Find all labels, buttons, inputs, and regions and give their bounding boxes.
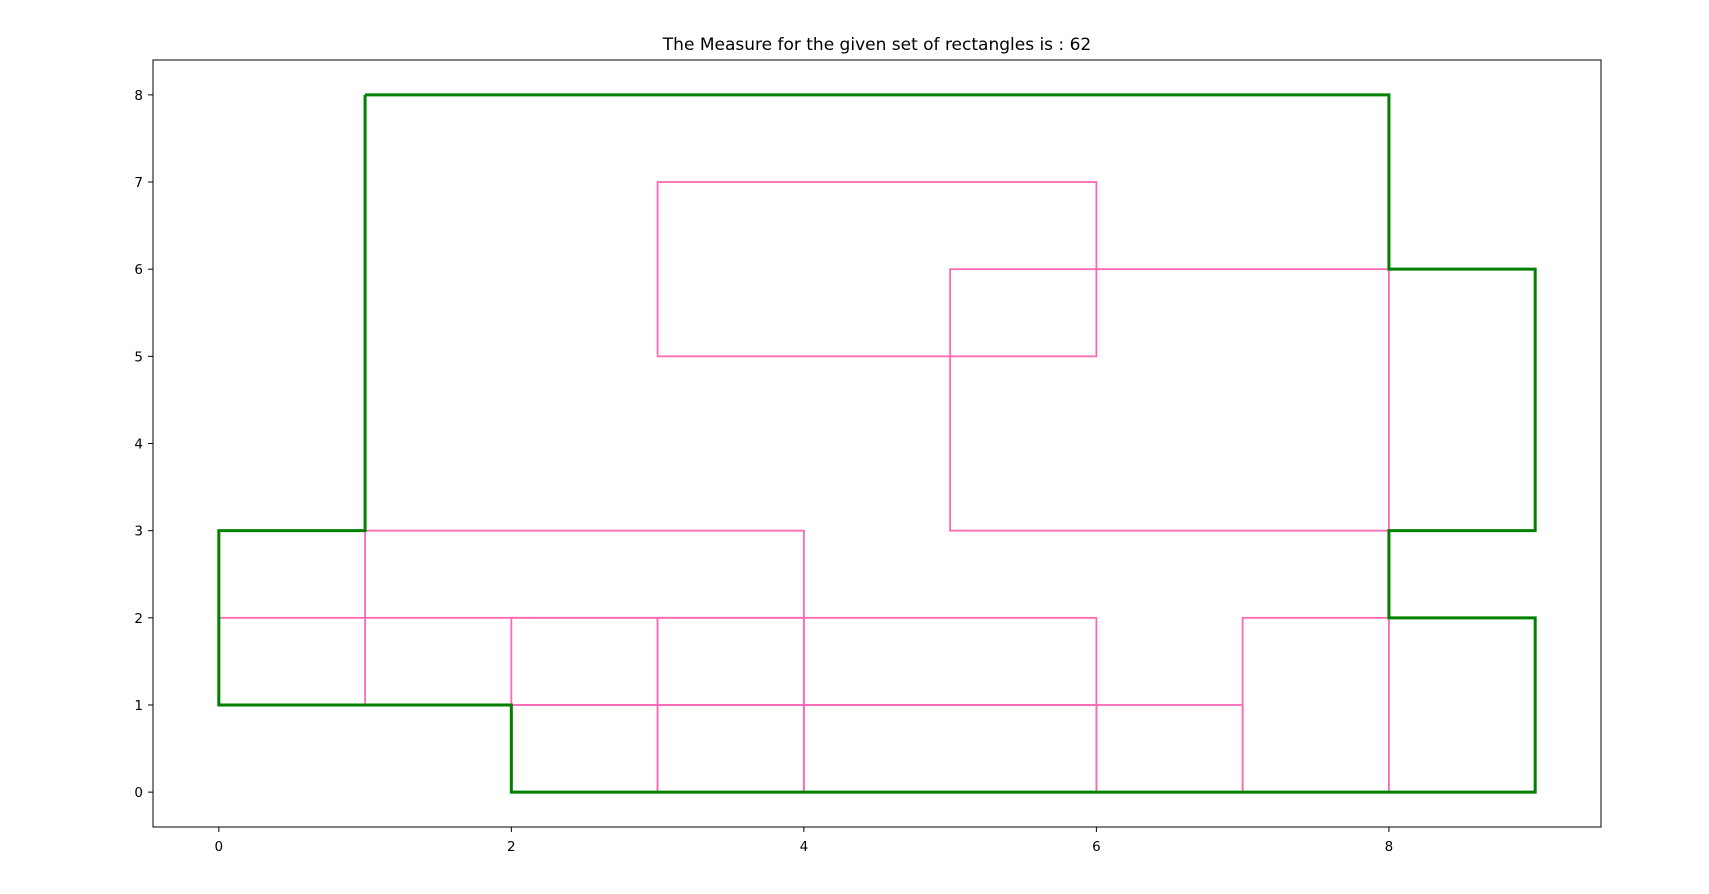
y-tick-label: 8 — [134, 88, 143, 104]
x-tick-label: 8 — [1385, 839, 1394, 855]
chart-title: The Measure for the given set of rectang… — [662, 35, 1091, 55]
x-tick-label: 2 — [507, 839, 516, 855]
axis-ticks: 0 2 4 6 8 0 1 2 3 4 5 6 7 8 — [134, 88, 1393, 855]
rectangle-9 — [1241, 616, 1390, 794]
y-tick-label: 1 — [134, 698, 143, 714]
rectangles-layer — [217, 181, 1390, 794]
y-tick-label: 7 — [134, 175, 143, 191]
y-tick-label: 2 — [134, 611, 143, 627]
y-tick-label: 4 — [134, 437, 143, 453]
y-tick-label: 3 — [134, 524, 143, 540]
union-boundary-outline — [217, 93, 1537, 794]
rectangle-8 — [1095, 704, 1244, 794]
plot-area-frame — [152, 59, 1602, 828]
x-tick-label: 6 — [1092, 839, 1101, 855]
x-tick-label: 4 — [800, 839, 809, 855]
y-tick-label: 5 — [134, 349, 143, 365]
y-tick-label: 6 — [134, 262, 143, 278]
rectangle-7 — [802, 704, 1098, 794]
union-boundary-layer — [217, 93, 1537, 794]
rectangle-2 — [949, 268, 1390, 532]
y-tick-label: 0 — [134, 785, 143, 801]
x-tick-label: 0 — [215, 839, 224, 855]
